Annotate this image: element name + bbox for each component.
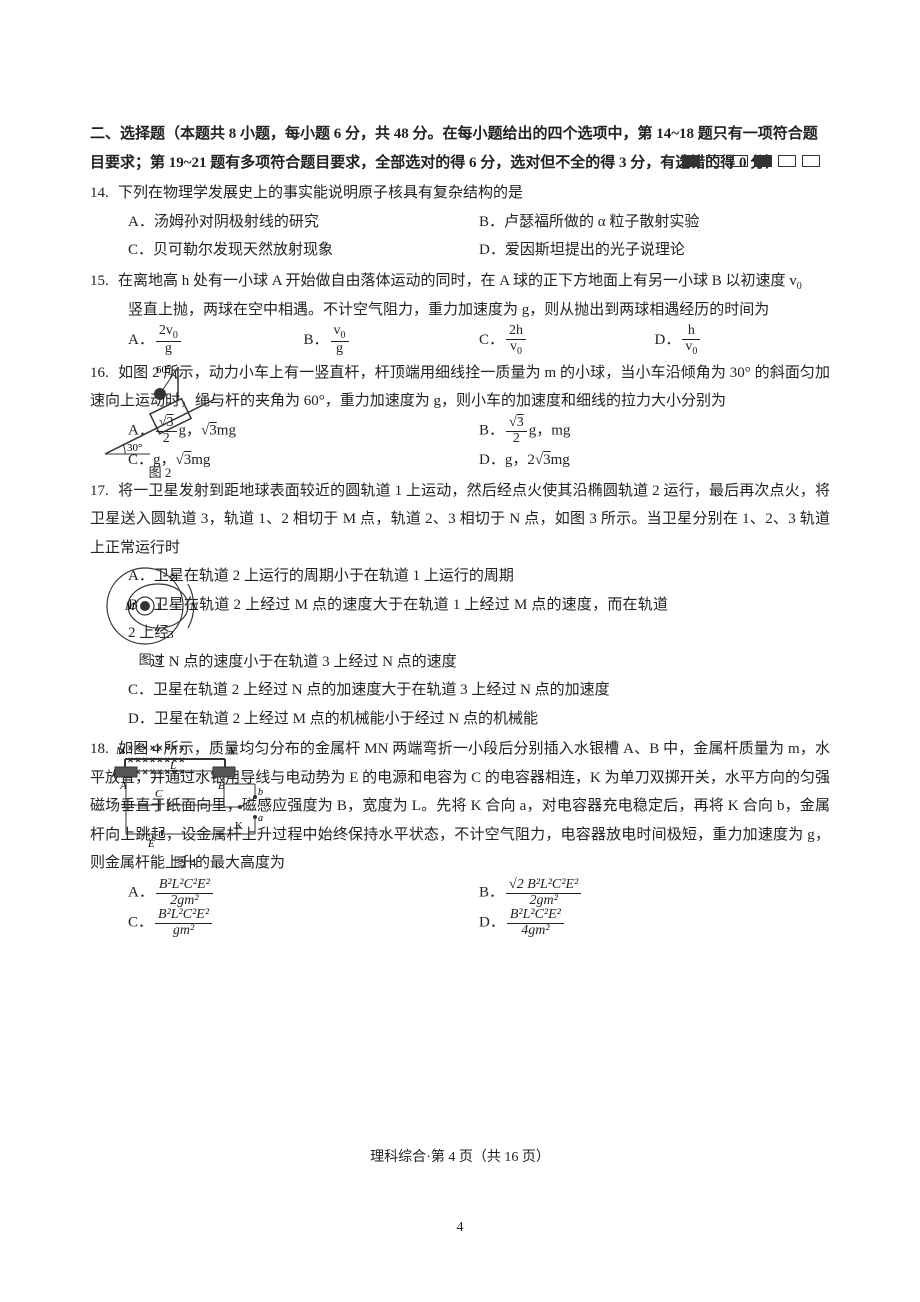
q17-stem: 将一卫星发射到距地球表面较近的圆轨道 1 上运动，然后经点火使其沿椭圆轨道 2 …	[90, 483, 830, 556]
q17-opt-c: C．卫星在轨道 2 上经过 N 点的加速度大于在轨道 3 上经过 N 点的加速度	[90, 676, 830, 705]
q18-opt-c: C．B²L²C²E²gm²	[128, 908, 479, 938]
q15-num: 15.	[90, 267, 118, 296]
barcode	[682, 155, 820, 167]
q17-num: 17.	[90, 477, 118, 506]
figure-4: × × × × × × × × × × × × × × × × × × × × …	[100, 739, 270, 876]
svg-text:3: 3	[168, 629, 174, 641]
question-18: × × × × × × × × × × × × × × × × × × × × …	[90, 735, 830, 938]
q14-opt-c: C．贝可勒尔发现天然放射现象	[128, 236, 479, 265]
svg-text:M: M	[124, 599, 136, 613]
svg-text:L: L	[169, 760, 176, 772]
q14-stem: 下列在物理学发展史上的事实能说明原子核具有复杂结构的是	[118, 185, 523, 201]
q18-opt-d: D．B²L²C²E²4gm²	[479, 908, 830, 938]
q14-opt-a: A．汤姆孙对阴极射线的研究	[128, 208, 479, 237]
question-17: 17.将一卫星发射到距地球表面较近的圆轨道 1 上运动，然后经点火使其沿椭圆轨道…	[90, 477, 830, 734]
q17-opt-d: D．卫星在轨道 2 上经过 M 点的机械能小于经过 N 点的机械能	[90, 705, 830, 734]
svg-text:60°: 60°	[156, 364, 171, 376]
svg-text:E: E	[147, 838, 155, 849]
q18-opt-a: A．B²L²C²E²2gm²	[128, 878, 479, 908]
q16-opt-b: B．√32g，mg	[479, 416, 830, 446]
svg-text:1: 1	[156, 601, 162, 613]
svg-text:N: N	[227, 745, 236, 757]
q16-opt-d: D．g，2√3mg	[479, 446, 830, 475]
q15-stem-a: 在离地高 h 处有一小球 A 开始做自由落体运动的同时，在 A 球的正下方地面上…	[118, 273, 797, 289]
figure-2: 60° 30° 图 2	[100, 359, 220, 486]
svg-text:K: K	[235, 820, 243, 832]
section-header: 二、选择题（本题共 8 小题，每小题 6 分，共 48 分。在每小题给出的四个选…	[90, 120, 830, 177]
figure-4-label: 图 4	[100, 851, 270, 876]
q15-opt-d: D．hv0	[655, 324, 831, 357]
q15-opt-b: B．v0g	[304, 324, 480, 357]
q18-opt-b: B．√2 B²L²C²E²2gm²	[479, 878, 830, 908]
svg-text:C: C	[155, 788, 163, 800]
figure-3: M N 1 2 3 图 3	[100, 566, 200, 673]
svg-text:2: 2	[170, 572, 176, 584]
q14-opt-d: D．爱因斯坦提出的光子说理论	[479, 236, 830, 265]
question-15: 15.在离地高 h 处有一小球 A 开始做自由落体运动的同时，在 A 球的正下方…	[90, 267, 830, 357]
q14-num: 14.	[90, 179, 118, 208]
q14-opt-b: B．卢瑟福所做的 α 粒子散射实验	[479, 208, 830, 237]
page-footer: 理科综合·第 4 页（共 16 页）	[0, 1145, 920, 1172]
svg-text:M: M	[115, 745, 126, 757]
svg-text:N: N	[189, 599, 199, 613]
q15-opt-a: A．2v0g	[128, 324, 304, 357]
svg-text:30°: 30°	[127, 442, 142, 454]
page-number: 4	[0, 1215, 920, 1242]
question-16: 60° 30° 图 2 16.如图 2 所示，动力小车上有一竖直杆，杆顶端用细线…	[90, 359, 830, 475]
svg-text:b: b	[258, 787, 263, 798]
figure-3-label: 图 3	[100, 648, 200, 673]
q15-opt-c: C．2hv0	[479, 324, 655, 357]
q15-stem-b: 竖直上抛，两球在空中相遇。不计空气阻力，重力加速度为 g，则从抛出到两球相遇经历…	[90, 296, 830, 325]
question-14: 14.下列在物理学发展史上的事实能说明原子核具有复杂结构的是 A．汤姆孙对阴极射…	[90, 179, 830, 265]
svg-text:× × × × × × × ×: × × × × × × × ×	[128, 743, 184, 753]
svg-text:a: a	[258, 813, 263, 824]
